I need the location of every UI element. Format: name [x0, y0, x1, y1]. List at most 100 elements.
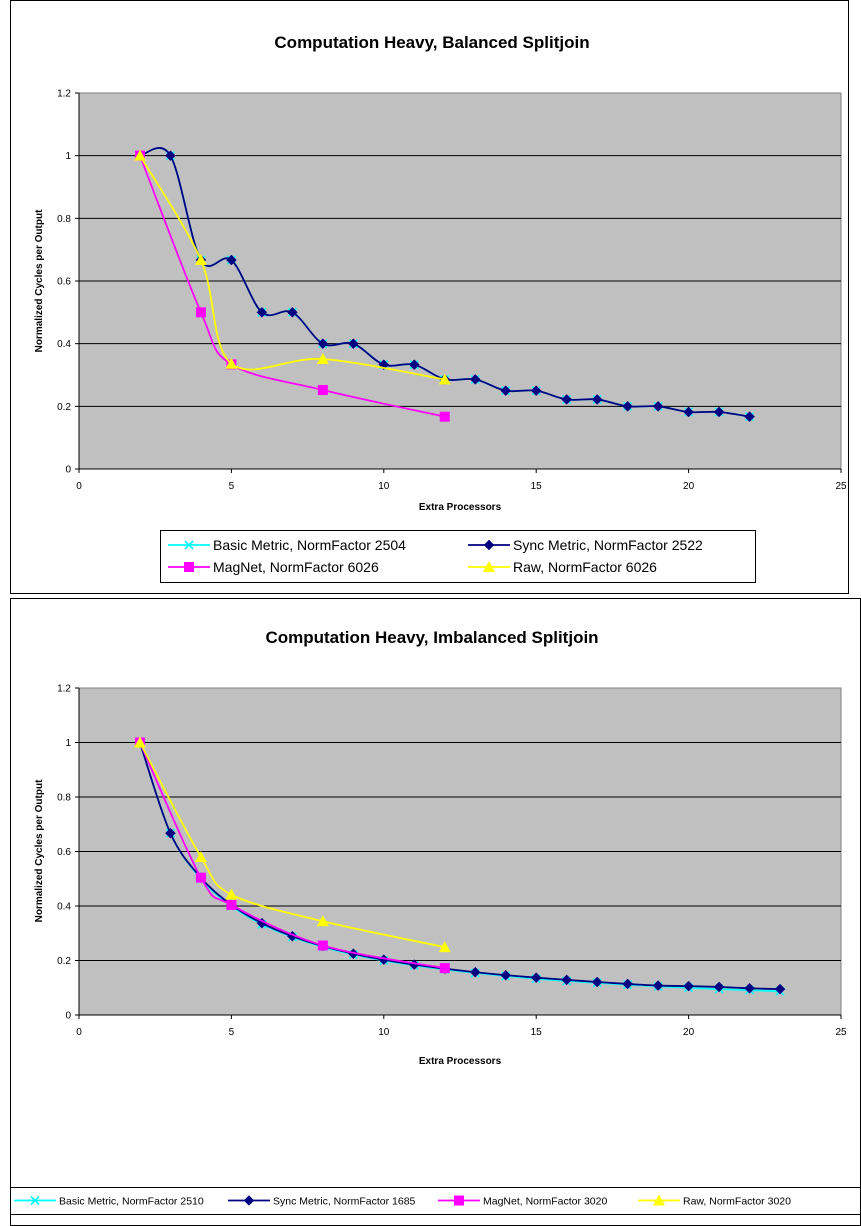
- legend-item: MagNet, NormFactor 6026: [168, 559, 379, 575]
- data-point: [194, 254, 207, 266]
- data-point: [347, 338, 359, 350]
- legend-marker: [30, 1195, 40, 1206]
- x-tick-label: 0: [76, 481, 82, 492]
- data-point: [225, 888, 238, 900]
- chart-1: Computation Heavy, Balanced Splitjoin 0 0.…: [10, 0, 849, 594]
- legend-label: Sync Metric, NormFactor 1685: [273, 1195, 416, 1207]
- data-point: [713, 981, 725, 993]
- data-point: [226, 254, 237, 266]
- data-point: [530, 972, 542, 984]
- y-tick-label: 0.2: [57, 956, 71, 967]
- legend-label: Raw, NormFactor 3020: [683, 1195, 791, 1207]
- legend-item: Raw, NormFactor 6026: [468, 559, 657, 575]
- data-point: [165, 150, 176, 162]
- legend-item: Sync Metric, NormFactor 1685: [228, 1195, 416, 1207]
- y-tick-label: 1.2: [57, 89, 71, 100]
- data-point: [317, 338, 329, 350]
- legend-marker: [243, 1195, 255, 1206]
- legend-box: [10, 1187, 861, 1215]
- y-tick-label: 1: [65, 738, 71, 749]
- data-point: [256, 306, 268, 318]
- data-point: [438, 373, 451, 385]
- legend-item: Basic Metric, NormFactor 2510: [14, 1195, 204, 1207]
- data-point: [256, 917, 268, 929]
- legend-marker: [454, 1195, 464, 1206]
- data-point: [439, 963, 450, 974]
- data-point: [438, 941, 451, 953]
- data-point: [500, 385, 512, 397]
- legend-marker: [483, 561, 495, 572]
- data-point: [226, 899, 237, 910]
- data-point: [561, 394, 573, 405]
- x-tick-label: 5: [229, 481, 235, 492]
- data-point: [683, 406, 694, 418]
- data-point: [195, 307, 206, 318]
- data-point: [287, 930, 298, 942]
- legend-marker: [483, 539, 495, 551]
- y-tick-label: 0.8: [57, 793, 71, 804]
- y-tick-label: 0.4: [57, 902, 71, 913]
- legend: Basic Metric, NormFactor 2510 Sync Metric…: [10, 1187, 861, 1215]
- legend-item: Raw, NormFactor 3020: [638, 1194, 791, 1207]
- legend-label: MagNet, NormFactor 3020: [483, 1195, 607, 1207]
- data-point: [194, 850, 207, 862]
- data-point: [744, 982, 755, 994]
- legend-item: MagNet, NormFactor 3020: [438, 1195, 607, 1207]
- x-tick-label: 15: [531, 1027, 543, 1038]
- x-tick-label: 15: [531, 481, 543, 492]
- data-point: [652, 400, 664, 412]
- legend: Basic Metric, NormFactor 2504 Sync Metric…: [160, 530, 756, 583]
- data-point: [316, 915, 329, 927]
- legend-label: Basic Metric, NormFactor 2504: [213, 537, 406, 553]
- data-point: [530, 385, 542, 397]
- data-point: [165, 827, 176, 839]
- data-point: [469, 966, 481, 978]
- data-point: [316, 353, 329, 365]
- x-tick-label: 5: [229, 1027, 235, 1038]
- data-point: [317, 385, 328, 396]
- series-line: [139, 742, 781, 991]
- chart-title: Computation Heavy, Balanced Splitjoin: [274, 33, 589, 52]
- y-tick-label: 0.4: [57, 339, 71, 350]
- x-tick-label: 25: [835, 481, 847, 492]
- series-4: [133, 149, 451, 385]
- y-tick-label: 0.6: [57, 847, 71, 858]
- data-point: [652, 980, 664, 991]
- legend-item: Basic Metric, NormFactor 2504: [168, 537, 406, 553]
- y-tick-label: 0.8: [57, 214, 71, 225]
- data-point: [469, 374, 481, 385]
- legend-label: Sync Metric, NormFactor 2522: [513, 537, 703, 553]
- x-axis-label: Extra Processors: [419, 502, 502, 513]
- y-tick-label: 1: [65, 151, 71, 162]
- legend-marker: [184, 562, 194, 572]
- x-tick-label: 10: [378, 481, 390, 492]
- legend-label: MagNet, NormFactor 6026: [213, 559, 379, 575]
- y-tick-label: 0.2: [57, 402, 71, 413]
- legend-item: Sync Metric, NormFactor 2522: [468, 537, 703, 553]
- data-point: [561, 974, 573, 986]
- data-point: [622, 978, 633, 990]
- data-point: [591, 976, 603, 988]
- data-point: [683, 980, 694, 992]
- data-point: [439, 411, 450, 422]
- y-axis-label: Normalized Cycles per Output: [34, 209, 45, 352]
- data-point: [133, 736, 146, 748]
- x-tick-label: 25: [835, 1027, 847, 1038]
- series-4: [133, 736, 451, 953]
- data-point: [744, 411, 755, 423]
- x-axis-label: Extra Processors: [419, 1056, 502, 1067]
- data-point: [195, 872, 206, 883]
- data-point: [133, 149, 146, 161]
- y-axis-label: Normalized Cycles per Output: [34, 779, 45, 922]
- legend-label: Basic Metric, NormFactor 2510: [59, 1195, 204, 1207]
- data-point: [225, 357, 238, 369]
- data-point: [500, 969, 512, 981]
- data-point: [774, 983, 786, 995]
- x-tick-label: 0: [76, 1027, 82, 1038]
- data-point: [622, 400, 633, 412]
- legend-box: [160, 530, 756, 583]
- y-tick-label: 0.6: [57, 277, 71, 288]
- data-point: [317, 940, 328, 951]
- chart-2: Computation Heavy, Imbalanced Splitjoin 0…: [10, 598, 861, 1226]
